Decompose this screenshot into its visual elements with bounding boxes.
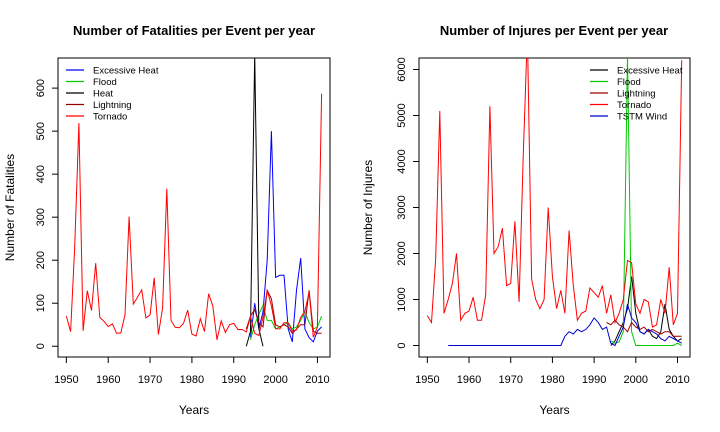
legend-entry: Lightning bbox=[93, 100, 132, 111]
x-tick-label: 1950 bbox=[54, 374, 78, 386]
x-tick-label: 2010 bbox=[305, 374, 329, 386]
x-tick-label: 2000 bbox=[263, 374, 287, 386]
y-tick-label: 5000 bbox=[396, 103, 408, 127]
legend-entry: Flood bbox=[617, 77, 641, 88]
x-tick-label: 1970 bbox=[138, 374, 162, 386]
y-tick-label: 500 bbox=[35, 122, 47, 140]
y-tick-label: 3000 bbox=[396, 195, 408, 219]
x-tick-label: 1980 bbox=[180, 374, 204, 386]
series-line-flood bbox=[250, 303, 323, 340]
series-line-lightning bbox=[606, 319, 682, 337]
y-axis-label: Number of Fatalities bbox=[3, 154, 17, 261]
y-tick-label: 100 bbox=[35, 294, 47, 312]
legend: Excessive HeatFloodLightningTornadoTSTM … bbox=[590, 66, 683, 123]
x-axis-label: Years bbox=[539, 403, 569, 417]
y-tick-label: 0 bbox=[35, 343, 47, 349]
series-line-lightning bbox=[245, 288, 322, 335]
y-tick-label: 0 bbox=[396, 342, 408, 348]
series-line-flood bbox=[610, 58, 682, 346]
x-tick-label: 1990 bbox=[582, 374, 606, 386]
legend-entry: Lightning bbox=[617, 89, 656, 100]
legend-entry: Tornado bbox=[617, 100, 651, 111]
legend-entry: Excessive Heat bbox=[93, 66, 159, 77]
legend-entry: Flood bbox=[93, 77, 117, 88]
plot-frame bbox=[57, 57, 331, 358]
x-axis-label: Years bbox=[179, 403, 209, 417]
y-tick-label: 600 bbox=[35, 79, 47, 97]
x-tick-label: 2000 bbox=[624, 374, 648, 386]
series-line-tornado bbox=[426, 58, 683, 328]
x-tick-label: 1970 bbox=[498, 374, 522, 386]
fatalities-chart: Number of Fatalities per Event per year 1… bbox=[3, 23, 331, 417]
x-tick-label: 1950 bbox=[415, 374, 439, 386]
injuries-chart: Number of Injures per Event per year 1950… bbox=[361, 23, 691, 417]
series-line-tornado bbox=[65, 93, 323, 340]
y-axis-label: Number of Injures bbox=[361, 160, 375, 255]
legend-entry: Tornado bbox=[93, 112, 127, 123]
y-tick-label: 200 bbox=[35, 251, 47, 269]
y-tick-label: 6000 bbox=[396, 57, 408, 81]
series-line-tstm-wind bbox=[448, 303, 682, 347]
y-tick-label: 1000 bbox=[396, 287, 408, 311]
x-tick-label: 1980 bbox=[540, 374, 564, 386]
x-tick-label: 2010 bbox=[665, 374, 689, 386]
x-tick-label: 1990 bbox=[222, 374, 246, 386]
legend-entry: TSTM Wind bbox=[617, 112, 667, 123]
series-line-excessive-heat bbox=[250, 131, 322, 343]
x-tick-label: 1960 bbox=[457, 374, 481, 386]
legend-entry: Excessive Heat bbox=[617, 66, 683, 77]
y-tick-label: 4000 bbox=[396, 149, 408, 173]
chart-title: Number of Injures per Event per year bbox=[440, 23, 668, 38]
chart-title: Number of Fatalities per Event per year bbox=[73, 23, 315, 38]
y-tick-label: 300 bbox=[35, 208, 47, 226]
y-tick-label: 2000 bbox=[396, 241, 408, 265]
series-line-heat bbox=[245, 58, 264, 347]
legend-entry: Heat bbox=[93, 89, 113, 100]
x-tick-label: 1960 bbox=[96, 374, 120, 386]
y-tick-label: 400 bbox=[35, 165, 47, 183]
